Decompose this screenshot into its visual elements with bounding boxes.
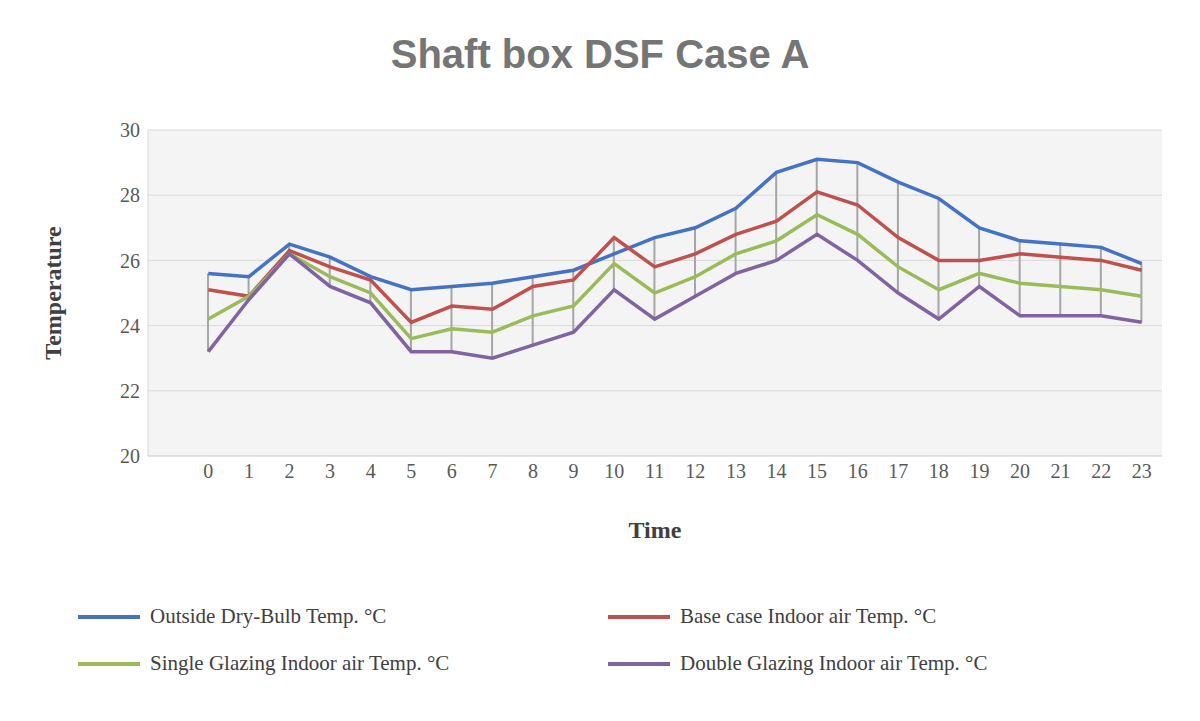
html-text:Double Glazing Indoor air Temp: Double Glazing Indoor air Temp. °C xyxy=(680,651,988,675)
svg-text:21: 21 xyxy=(1051,460,1071,482)
svg-text:0: 0 xyxy=(203,460,213,482)
svg-text:20: 20 xyxy=(120,445,140,467)
svg-text:2: 2 xyxy=(284,460,294,482)
svg-text:14: 14 xyxy=(766,460,786,482)
svg-text:18: 18 xyxy=(929,460,949,482)
svg-text:17: 17 xyxy=(888,460,908,482)
svg-text:12: 12 xyxy=(685,460,705,482)
svg-text:19: 19 xyxy=(969,460,989,482)
svg-text:7: 7 xyxy=(487,460,497,482)
svg-text:23: 23 xyxy=(1132,460,1152,482)
svg-text:13: 13 xyxy=(726,460,746,482)
svg-text:22: 22 xyxy=(1091,460,1111,482)
svg-text:10: 10 xyxy=(604,460,624,482)
svg-text:1: 1 xyxy=(244,460,254,482)
svg-text:4: 4 xyxy=(366,460,376,482)
svg-text:5: 5 xyxy=(406,460,416,482)
html-text:Single Glazing Indoor air Temp: Single Glazing Indoor air Temp. °C xyxy=(150,651,450,675)
svg-text:15: 15 xyxy=(807,460,827,482)
svg-text:Temperature: Temperature xyxy=(40,226,66,360)
html-text:Base case Indoor air Temp. °C: Base case Indoor air Temp. °C xyxy=(680,604,937,628)
svg-text:3: 3 xyxy=(325,460,335,482)
svg-text:11: 11 xyxy=(645,460,664,482)
svg-text:6: 6 xyxy=(447,460,457,482)
svg-text:22: 22 xyxy=(120,380,140,402)
svg-text:26: 26 xyxy=(120,250,140,272)
svg-text:28: 28 xyxy=(120,184,140,206)
svg-text:30: 30 xyxy=(120,119,140,141)
html-text:Outside Dry-Bulb Temp. °C: Outside Dry-Bulb Temp. °C xyxy=(150,604,387,628)
svg-text:9: 9 xyxy=(569,460,579,482)
svg-text:16: 16 xyxy=(848,460,868,482)
html-text:Shaft box DSF Case A: Shaft box DSF Case A xyxy=(390,32,810,76)
svg-text:20: 20 xyxy=(1010,460,1030,482)
svg-text:Time: Time xyxy=(629,517,682,543)
svg-text:8: 8 xyxy=(528,460,538,482)
svg-text:24: 24 xyxy=(120,315,140,337)
